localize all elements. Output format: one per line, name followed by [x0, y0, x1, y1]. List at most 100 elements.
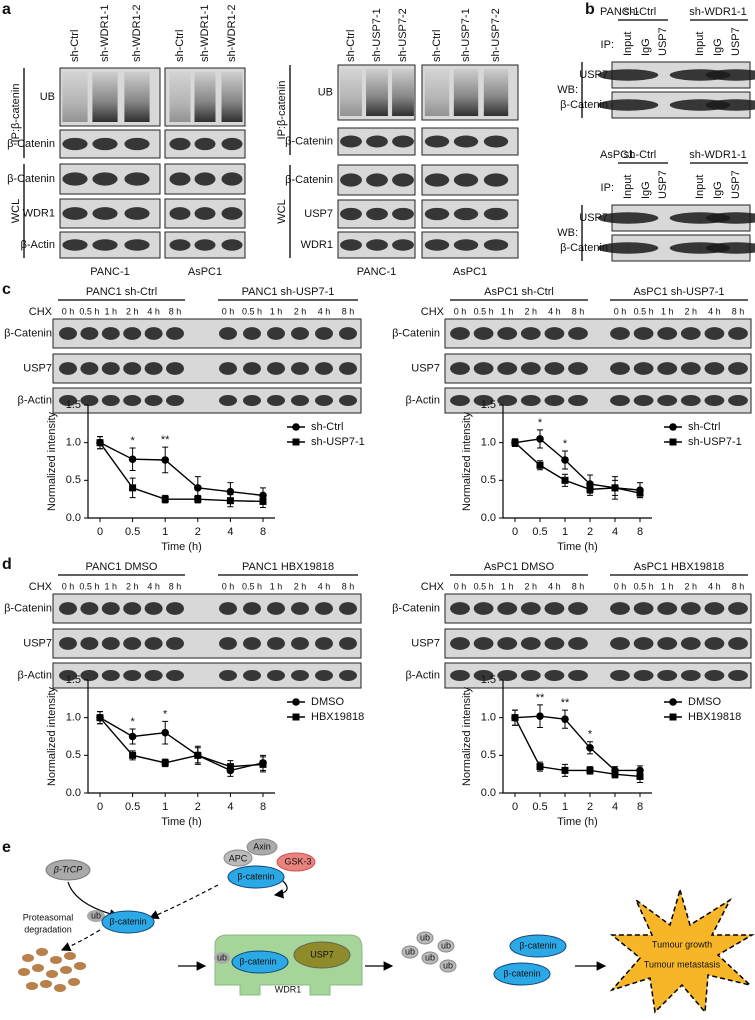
band	[680, 395, 701, 406]
band	[92, 207, 118, 220]
label: sh-WDR1-1	[199, 5, 211, 62]
band	[62, 172, 88, 186]
band	[194, 207, 216, 220]
ub-cluster	[401, 931, 457, 973]
marker	[536, 461, 544, 469]
label: IP:β-catenin	[10, 84, 22, 143]
label: 0.0	[481, 787, 496, 799]
marker	[128, 732, 137, 741]
label: Proteasomal	[23, 912, 74, 922]
band	[221, 207, 243, 220]
label: d	[2, 556, 12, 573]
label: sh-WDR1-2	[226, 5, 238, 62]
band	[169, 239, 191, 251]
band	[473, 395, 494, 406]
label: sh-WDR1-1	[689, 149, 746, 161]
label: Time (h)	[557, 541, 598, 553]
band	[80, 670, 99, 681]
label: ub	[91, 910, 101, 920]
band	[166, 637, 184, 650]
label: 0.5	[532, 526, 547, 538]
blot	[444, 628, 752, 659]
protein	[509, 934, 567, 958]
label: 0.5 h	[79, 581, 99, 591]
band	[657, 395, 678, 406]
band	[520, 362, 541, 375]
band	[166, 327, 184, 340]
protein	[246, 838, 278, 856]
band	[544, 637, 565, 650]
marker	[226, 487, 235, 496]
marker	[259, 497, 267, 505]
band	[315, 362, 333, 375]
band	[59, 602, 77, 615]
band	[219, 637, 237, 650]
marker	[161, 456, 169, 464]
band	[728, 395, 748, 406]
band	[340, 239, 362, 251]
marker	[536, 435, 544, 443]
label: 1 h	[270, 581, 283, 591]
label: 2 h	[525, 306, 538, 316]
line	[514, 438, 641, 491]
marker	[96, 714, 104, 722]
band	[366, 239, 388, 251]
label: USP7	[310, 949, 334, 959]
schematic	[18, 838, 755, 1014]
label: 1	[162, 801, 168, 813]
band	[424, 239, 450, 251]
legend-marker	[292, 438, 300, 446]
label: sh-USP7-1	[371, 8, 383, 62]
label: AsPC1	[188, 266, 222, 278]
protein	[101, 910, 155, 934]
marker	[259, 760, 267, 768]
fragments	[18, 948, 86, 992]
label: 4 h	[708, 581, 721, 591]
label: 0.5	[66, 474, 81, 486]
band	[392, 239, 414, 251]
band	[705, 99, 755, 111]
label: USP7	[23, 637, 52, 649]
ub	[214, 952, 230, 964]
band	[657, 670, 678, 681]
band	[366, 69, 388, 116]
band	[544, 395, 565, 406]
band	[633, 670, 654, 681]
band	[704, 327, 725, 340]
label: USP7	[304, 208, 333, 220]
legend-marker	[669, 713, 677, 721]
label: degradation	[24, 924, 72, 934]
marker	[128, 455, 137, 464]
band	[243, 637, 261, 650]
label: 4	[227, 526, 233, 538]
label: 0 h	[62, 306, 75, 316]
band	[450, 637, 470, 650]
band	[450, 327, 470, 340]
band	[62, 137, 88, 151]
label: *	[563, 438, 568, 450]
label: 2 h	[685, 306, 698, 316]
label: AsPC1 HBX19818	[634, 561, 725, 573]
band	[705, 69, 755, 81]
band	[101, 637, 120, 650]
marker	[586, 744, 594, 752]
band	[315, 670, 333, 681]
band	[166, 670, 184, 681]
band	[123, 395, 142, 406]
label: Time (h)	[557, 816, 598, 828]
marker	[561, 456, 569, 464]
band	[267, 602, 285, 615]
band	[597, 69, 659, 81]
label: 0.5	[481, 749, 496, 761]
band	[453, 69, 479, 116]
marker	[511, 714, 519, 722]
band	[497, 602, 518, 615]
label: sh-Ctrl	[624, 6, 656, 18]
label: 0.5	[125, 801, 140, 813]
label: USP7	[579, 212, 608, 224]
band	[169, 207, 191, 220]
axis	[502, 405, 652, 519]
band	[424, 207, 450, 221]
label: CHX	[421, 581, 445, 593]
band	[144, 637, 163, 650]
